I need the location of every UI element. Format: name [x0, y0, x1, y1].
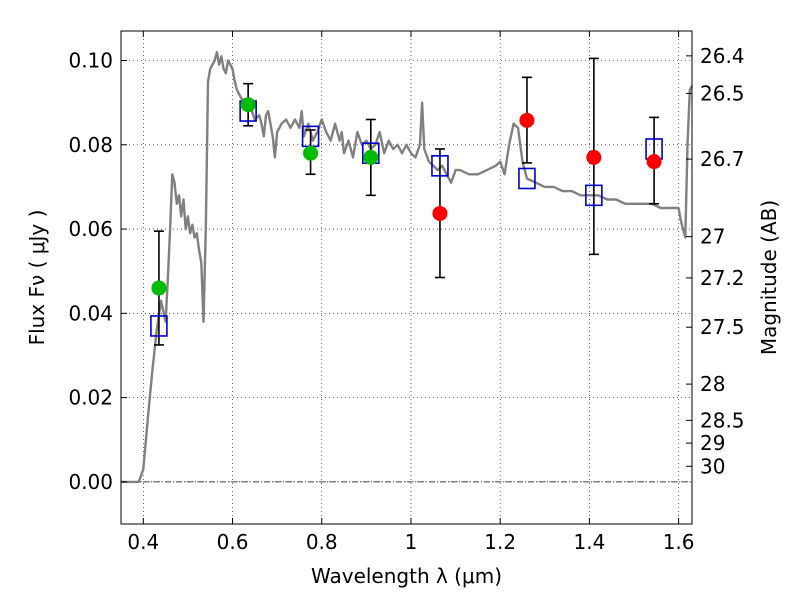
- template-spectrum: [121, 50, 694, 484]
- model-point-square: [518, 167, 536, 190]
- y-tick-label: 0.00: [68, 470, 113, 494]
- template-curve: [121, 50, 694, 484]
- x-tick-label: 1.4: [573, 530, 605, 554]
- observed-point-red: [519, 112, 535, 128]
- mag-tick-label: 27.2: [700, 266, 745, 290]
- x-tick-label: 1.6: [663, 530, 695, 554]
- x-axis-label: Wavelength λ (μm): [311, 564, 502, 588]
- observed-point-red: [586, 149, 602, 165]
- observed-point-green: [240, 97, 256, 113]
- mag-tick-label: 26.4: [700, 44, 745, 68]
- model-point-square: [431, 155, 449, 177]
- mag-tick-label: 26.7: [700, 147, 745, 171]
- mag-tick-label: 29: [700, 431, 725, 455]
- y-axis-label: Flux Fν ( μJy ): [25, 210, 49, 346]
- error-bars: [153, 57, 660, 346]
- mag-tick-label: 28.5: [700, 408, 745, 432]
- axis-ticks: 0.4 0.6 0.8 1 1.2 1.4 1.6 0.00 0.02 0.04 0.06 0.08 0…: [68, 31, 745, 554]
- y-tick-label: 0.08: [68, 133, 113, 157]
- observed-point-red: [432, 205, 448, 221]
- observed-point-green: [303, 145, 319, 161]
- mag-tick-label: 27.5: [700, 315, 745, 339]
- observed-point-green: [363, 149, 379, 165]
- y-tick-label: 0.02: [68, 386, 113, 410]
- model-point-square: [150, 315, 168, 337]
- x-tick-label: 0.6: [217, 530, 249, 554]
- model-points: [150, 100, 663, 337]
- observed-point-green: [151, 280, 167, 296]
- x-tick-label: 1: [405, 530, 418, 554]
- x-tick-label: 0.4: [127, 530, 159, 554]
- x-tick-label: 1.2: [484, 530, 516, 554]
- mag-tick-label: 27: [700, 225, 725, 249]
- mag-tick-label: 30: [700, 454, 725, 478]
- mag-tick-label: 26.5: [700, 81, 745, 105]
- y-tick-label: 0.10: [68, 48, 113, 72]
- observed-point-red: [646, 154, 662, 170]
- x-tick-label: 0.8: [306, 530, 338, 554]
- model-point-square: [585, 184, 603, 207]
- y-tick-label: 0.04: [68, 301, 113, 325]
- y-tick-label: 0.06: [68, 217, 113, 241]
- mag-tick-label: 28: [700, 372, 725, 396]
- y2-axis-label: Magnitude (AB): [757, 200, 781, 355]
- observed-points: [151, 97, 662, 296]
